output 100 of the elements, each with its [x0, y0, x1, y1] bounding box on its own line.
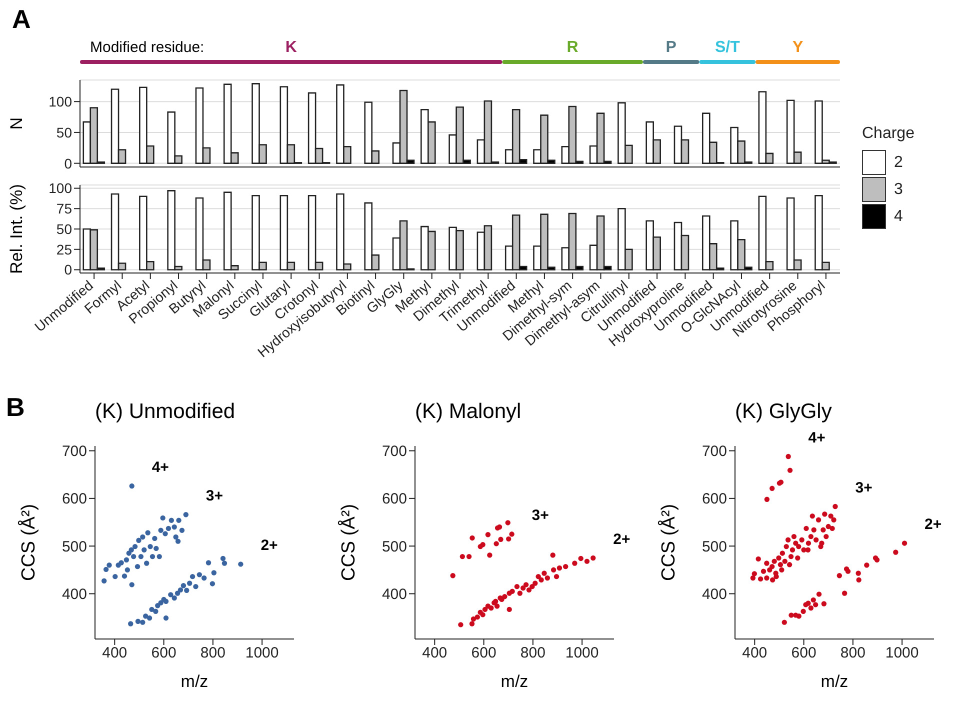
point	[819, 540, 824, 546]
text: A	[12, 4, 31, 35]
point	[146, 615, 152, 621]
point	[831, 517, 836, 522]
point	[810, 597, 816, 603]
point	[787, 468, 793, 473]
point	[152, 536, 158, 542]
point	[778, 562, 784, 568]
y-tick-label: 700	[62, 443, 87, 460]
y-tick-label: 50	[56, 124, 72, 140]
point	[542, 570, 547, 576]
point	[158, 528, 164, 533]
point	[154, 546, 159, 552]
text: B	[6, 392, 25, 423]
point	[832, 504, 838, 510]
x-tick-label: 600	[151, 644, 176, 662]
y-tick-label: 500	[702, 538, 727, 556]
annotation: 2+	[260, 537, 278, 554]
annotation: 4+	[808, 429, 826, 446]
point	[210, 581, 216, 586]
point	[776, 555, 782, 561]
point	[193, 584, 198, 590]
point	[498, 536, 504, 542]
point	[450, 573, 456, 578]
point	[112, 574, 118, 580]
point	[474, 614, 480, 620]
point	[138, 554, 144, 560]
point	[786, 454, 791, 460]
point	[505, 520, 510, 526]
x-axis-title: m/z	[820, 672, 848, 691]
point	[196, 572, 202, 578]
y-tick-label: 0	[64, 155, 72, 172]
y-tick-label: 500	[62, 538, 87, 556]
x-tick-label: 800	[520, 644, 546, 662]
point	[816, 517, 822, 522]
point	[168, 518, 174, 523]
point	[150, 554, 156, 560]
point	[764, 575, 770, 581]
point	[174, 590, 180, 596]
point	[782, 558, 788, 564]
y-axis-title: CCS (Å²)	[338, 504, 360, 582]
y-tick-label: 100	[48, 94, 72, 110]
point	[130, 554, 136, 560]
text: Modified residue:	[90, 39, 204, 56]
point	[563, 564, 568, 570]
point	[808, 605, 814, 611]
point	[176, 518, 182, 523]
point	[156, 554, 162, 560]
point	[756, 556, 761, 562]
text: P	[666, 39, 677, 56]
point	[810, 513, 815, 519]
y-tick-label: 100	[48, 180, 72, 196]
point	[526, 587, 532, 593]
point	[822, 512, 828, 517]
point	[238, 562, 244, 567]
y-tick-label: 0	[64, 262, 72, 278]
point	[826, 524, 831, 530]
point	[222, 560, 228, 566]
point	[466, 554, 472, 560]
y-tick-label: 600	[702, 490, 727, 508]
point	[800, 608, 806, 614]
point	[572, 560, 578, 566]
y-tick-label: 25	[56, 241, 72, 258]
point	[148, 544, 153, 550]
point	[812, 602, 818, 608]
point	[845, 568, 851, 574]
point	[770, 486, 775, 492]
legend-label: 4	[894, 208, 903, 226]
legend-title: Charge	[862, 125, 914, 143]
point	[821, 601, 827, 606]
point	[136, 538, 142, 543]
legend-label: 3	[894, 180, 903, 198]
point	[782, 620, 787, 625]
point	[813, 537, 819, 542]
point	[550, 567, 556, 572]
point	[758, 576, 764, 582]
point	[470, 616, 476, 622]
point	[175, 538, 181, 544]
point	[790, 547, 796, 552]
point	[132, 544, 138, 550]
x-tick-label: 400	[742, 644, 768, 662]
y-tick-label: 400	[702, 586, 727, 604]
x-tick-label: 400	[102, 644, 128, 662]
y-tick-label: 500	[382, 538, 407, 556]
point	[796, 544, 802, 550]
point	[124, 567, 130, 572]
x-tick-label: 800	[200, 644, 226, 662]
point	[482, 606, 488, 612]
point	[488, 605, 494, 611]
point	[211, 570, 217, 576]
point	[172, 524, 177, 530]
point	[538, 577, 544, 583]
point	[530, 584, 535, 590]
point	[128, 547, 134, 552]
x-axis-title: m/z	[180, 672, 208, 691]
x-tick-label: 1000	[565, 644, 599, 662]
point	[760, 568, 766, 574]
point	[106, 562, 112, 568]
y-axis-title: N	[7, 117, 26, 130]
point	[142, 547, 147, 552]
